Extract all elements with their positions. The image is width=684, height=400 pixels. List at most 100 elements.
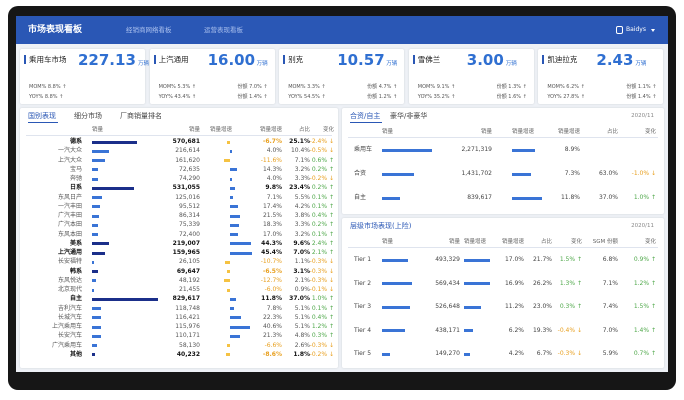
sales-bar [92, 205, 100, 209]
row-name: 广汽乘用车 [51, 341, 82, 349]
row-name: 东风日产 [57, 193, 82, 201]
sales-value: 526,648 [435, 303, 460, 310]
row-name: 上汽大众 [57, 156, 82, 164]
sales-bar [382, 172, 414, 176]
column-header: 变化 [644, 129, 656, 135]
sales-value: 569,434 [435, 279, 460, 287]
kpi-metric: MOM% 9.1% ↑ [417, 84, 456, 90]
change-value: 0.2% ↑ [311, 165, 334, 173]
kpi-metric: YOY% 54.5% ↑ [288, 94, 326, 100]
growth-value: 11.2% [504, 303, 524, 310]
share-value: 25.1% [289, 138, 310, 145]
row-name: Tier 1 [354, 256, 372, 263]
change-value: -0.5% ↓ [309, 147, 334, 155]
share-value: 0.9% [294, 286, 310, 293]
growth-value: 22.3% [262, 313, 282, 321]
header-rule [26, 135, 332, 136]
column-header: SGM 份额 [592, 239, 618, 245]
kpi-value: 227.13 [78, 51, 136, 69]
column-header: 销量 [382, 239, 394, 245]
change-value: 0.1% ↑ [311, 304, 334, 312]
sgm-change-value: 1.4% ↑ [633, 326, 656, 334]
jv-panel: 合资/自主 豪华/非豪华 2020/11 销量 销量 销量增速 销量增速 占比 变化 乘用车 2,2… [342, 108, 664, 214]
kpi-share: 份额 4.7% ↑ [367, 84, 398, 90]
kpi-share: 份额 7.0% ↑ [237, 84, 268, 90]
kpi-unit: 万辆 [138, 61, 150, 67]
panel-tab[interactable]: 国别表现 [28, 112, 56, 120]
sales-value: 74,290 [179, 175, 200, 182]
row-name: 韩系 [69, 267, 82, 275]
header-tab: 运营表现看板 [204, 26, 243, 34]
growth-bar [230, 149, 232, 153]
column-header: 销量 [448, 239, 460, 245]
kpi-accent [412, 55, 415, 64]
kpi-accent [153, 55, 156, 64]
sgm-change-value: 0.7% ↑ [633, 350, 656, 357]
change-value: -0.3% ↓ [309, 341, 334, 349]
change-value: -0.3% ↓ [309, 276, 334, 284]
sales-bar [92, 177, 98, 181]
growth-value: -8.6% [262, 350, 282, 358]
sales-value: 40,232 [176, 350, 200, 358]
change-value: -0.2% ↓ [309, 350, 334, 358]
share-value: 5.1% [294, 313, 310, 321]
column-header: 占比 [298, 127, 310, 133]
growth-bar [224, 260, 230, 264]
share-value: 37.0% [289, 295, 310, 303]
sales-value: 95,512 [179, 202, 200, 210]
kpi-metric: YOY% 8.8% ↑ [29, 94, 64, 100]
change-value: 2.4% ↑ [311, 239, 334, 247]
growth-bar [230, 214, 241, 218]
growth-value: -10.7% [260, 258, 282, 266]
sales-value: 531,055 [172, 184, 200, 192]
dashboard: 市场表现看板 经销商网络看板 运营表现看板 Baidys 乘用车市场 227.13 万辆 MO… [16, 16, 668, 372]
row-name: 合资 [354, 170, 367, 177]
growth-value: 17.4% [262, 202, 282, 210]
sales-bar [92, 307, 102, 310]
sales-value: 75,339 [179, 221, 200, 229]
sales-value: 159,965 [172, 249, 200, 256]
panel-tab[interactable]: 合资/自主 [350, 112, 381, 120]
column-header: 占比 [606, 129, 618, 135]
kpi-unit: 万辆 [386, 61, 398, 67]
share-value: 3.3% [294, 175, 310, 182]
column-header: 销量增速 [464, 239, 487, 245]
panel-tab[interactable]: 细分市场 [74, 112, 102, 120]
kpi-card: 凯迪拉克 2.43 万辆 MOM% 6.2% ↑ YOY% 27.8% ↑ 份额 1.1%… [538, 49, 664, 104]
share-value: 23.4% [289, 184, 310, 192]
share-value: 63.0% [598, 170, 618, 177]
share-value: 3.1% [293, 267, 310, 275]
row-name: 宝马 [69, 165, 82, 173]
kpi-metric: YOY% 43.4% ↑ [158, 94, 197, 100]
sgm-share-value: 6.8% [602, 256, 618, 263]
row-name: 东风悦达 [57, 276, 82, 284]
share-value: 7.0% [293, 249, 310, 256]
share-value: 5.1% [294, 304, 310, 312]
share-value: 1.8% [293, 350, 310, 358]
kpi-metric: MOM% 8.8% ↑ [29, 84, 67, 90]
growth-value: 11.8% [261, 295, 282, 303]
growth-bar [230, 242, 252, 246]
column-header: 销量 [188, 127, 200, 133]
sales-value: 438,171 [435, 326, 460, 334]
sales-bar [92, 196, 102, 199]
sales-bar [92, 168, 98, 172]
sales-value: 110,171 [175, 332, 200, 340]
active-tab-underline [350, 122, 382, 123]
panel-tab[interactable]: 厂商销量排名 [120, 112, 162, 120]
row-name: 上汽乘用车 [51, 323, 82, 330]
growth-value: 4.2% [508, 350, 524, 357]
sales-value: 72,635 [179, 165, 200, 173]
kpi-name: 上汽通用 [158, 55, 189, 64]
panel-tab[interactable]: 豪华/非豪华 [390, 112, 428, 120]
column-header: 销量增速 [259, 127, 282, 133]
row-name: 长安汽车 [57, 332, 82, 340]
sales-bar [92, 288, 94, 292]
change-value: 0.1% ↑ [311, 193, 334, 201]
row-name: Tier 2 [354, 279, 372, 287]
sales-bar [382, 282, 412, 285]
header-bar: 市场表现看板 经销商网络看板 运营表现看板 Baidys [16, 16, 668, 44]
kpi-accent [283, 55, 286, 64]
user-dropdown-arrow[interactable] [651, 29, 655, 32]
change-value: 0.4% ↑ [311, 212, 334, 219]
